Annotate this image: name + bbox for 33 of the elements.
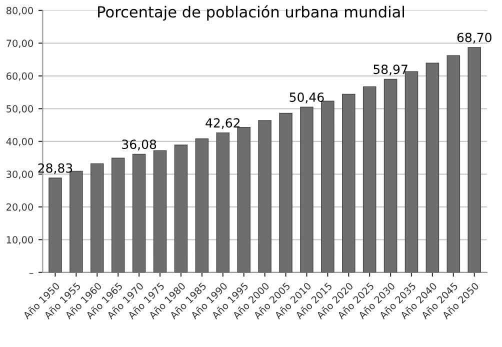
y-tick-label: – bbox=[29, 273, 34, 274]
bar bbox=[195, 138, 209, 272]
bar bbox=[258, 120, 272, 272]
bar bbox=[132, 154, 146, 272]
chart-title: Porcentaje de población urbana mundial bbox=[98, 5, 404, 21]
y-tick-label: 30,00 bbox=[6, 170, 33, 179]
bar bbox=[48, 178, 62, 272]
bar bbox=[342, 94, 356, 272]
data-label: 58,97 bbox=[374, 64, 408, 76]
data-label: 50,46 bbox=[290, 92, 324, 104]
y-tick-label: 70,00 bbox=[6, 40, 33, 48]
bar bbox=[468, 47, 482, 272]
bar bbox=[300, 106, 314, 272]
bar bbox=[153, 150, 167, 272]
data-label: 36,08 bbox=[122, 140, 156, 150]
y-tick-label: 60,00 bbox=[6, 72, 33, 81]
bar bbox=[384, 78, 398, 272]
y-tick-label: 40,00 bbox=[6, 138, 33, 146]
data-label: 68,70 bbox=[457, 32, 492, 44]
bar bbox=[446, 55, 460, 272]
data-label: 28,83 bbox=[38, 163, 72, 174]
bar bbox=[174, 144, 188, 272]
y-tick-label: 80,00 bbox=[6, 6, 33, 16]
y-tick-label: 50,00 bbox=[6, 105, 33, 114]
y-tick-label: 20,00 bbox=[6, 203, 33, 212]
bar bbox=[279, 112, 292, 272]
y-tick-label: 10,00 bbox=[6, 236, 33, 244]
bar bbox=[426, 62, 440, 272]
bar bbox=[90, 163, 104, 272]
bar bbox=[362, 86, 376, 272]
bar bbox=[111, 158, 125, 272]
data-label: 42,62 bbox=[206, 118, 240, 129]
bar bbox=[216, 132, 230, 272]
